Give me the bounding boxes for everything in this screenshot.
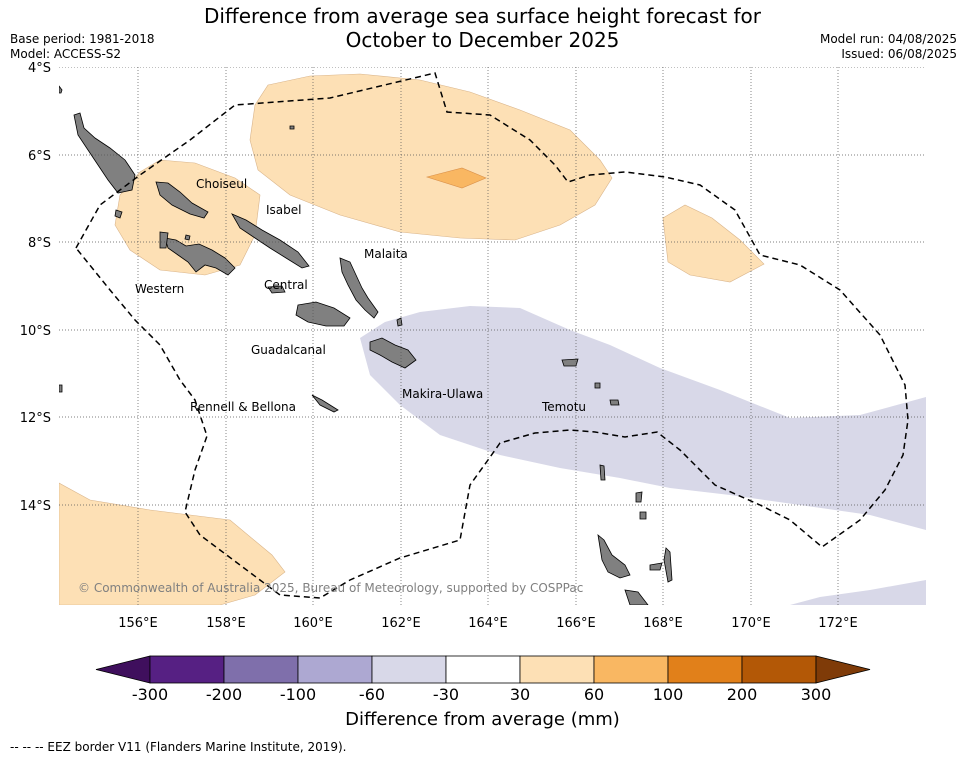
- base-period: Base period: 1981-2018: [10, 32, 155, 46]
- island-vanikoro: [609, 399, 620, 406]
- island-banks: [635, 491, 643, 503]
- lat-tick: 4°S: [28, 61, 51, 76]
- meta-right: Model run: 04/08/2025 Issued: 06/08/2025: [820, 32, 957, 62]
- colorbar-tick-label: -200: [206, 685, 242, 704]
- anomaly-region-strong: [425, 167, 487, 189]
- island-florida: [267, 285, 286, 294]
- island-santa-cruz: [561, 358, 579, 367]
- label-makira-ulawa: Makira-Ulawa: [402, 387, 483, 401]
- island-pentecost: [649, 562, 663, 571]
- island-vella-lavella: [159, 231, 169, 249]
- colorbar-tick-label: -60: [359, 685, 385, 704]
- colorbar-swatch: [223, 655, 299, 684]
- lon-tick: 156°E: [118, 616, 158, 631]
- eez-legend-note: -- -- -- EEZ border V11 (Flanders Marine…: [10, 740, 347, 754]
- label-western: Western: [135, 282, 184, 296]
- island-banks-2: [639, 511, 647, 520]
- colorbar-swatch: [371, 655, 447, 684]
- island-isabel: [231, 213, 310, 269]
- lon-tick-labels: 156°E 158°E 160°E 162°E 164°E 166°E 168°…: [118, 616, 858, 631]
- anomaly-region-north: [249, 73, 613, 241]
- colorbar-swatch: [593, 655, 669, 684]
- colorbar-swatch: [519, 655, 595, 684]
- map-title-line1: Difference from average sea surface heig…: [203, 4, 762, 28]
- colorbar-swatch: [667, 655, 743, 684]
- lon-tick: 166°E: [556, 616, 596, 631]
- lat-tick: 8°S: [28, 236, 51, 251]
- lat-tick: 12°S: [20, 411, 51, 426]
- issued-date: Issued: 06/08/2025: [841, 47, 957, 61]
- lon-tick: 158°E: [206, 616, 246, 631]
- colorbar-title: Difference from average (mm): [345, 709, 620, 730]
- lon-tick: 162°E: [381, 616, 421, 631]
- lon-tick: 168°E: [643, 616, 683, 631]
- colorbar-tick-label: 30: [510, 685, 530, 704]
- colorbar-extend-high: [815, 655, 871, 684]
- lat-tick: 6°S: [28, 149, 51, 164]
- island-choiseul: [155, 181, 209, 219]
- map-title-line2: October to December 2025: [345, 28, 620, 52]
- lat-tick: 14°S: [20, 499, 51, 514]
- graticule: [59, 67, 926, 605]
- colorbar-tick-label: 300: [801, 685, 832, 704]
- colorbar-tick-label: -100: [280, 685, 316, 704]
- island-shortland: [114, 209, 123, 219]
- label-choiseul: Choiseul: [196, 177, 247, 191]
- colorbar-tick-label: 100: [653, 685, 684, 704]
- island-ontong-java: [289, 125, 295, 130]
- anomaly-region-negative-south: [790, 580, 926, 605]
- lon-tick: 164°E: [468, 616, 508, 631]
- island-new-georgia: [164, 237, 236, 276]
- colorbar: -300 -200 -100 -60 -30 30 60 100 200 300: [95, 655, 871, 704]
- island-vanuatu-north: [597, 534, 631, 579]
- lon-tick: 170°E: [731, 616, 771, 631]
- anomaly-region-negative: [360, 306, 926, 530]
- label-temotu: Temotu: [541, 400, 586, 414]
- island-guadalcanal: [295, 301, 351, 327]
- colorbar-swatch: [741, 655, 817, 684]
- model-run: Model run: 04/08/2025: [819, 32, 957, 46]
- island-maewo: [663, 547, 673, 583]
- model-name: Model: ACCESS-S2: [10, 47, 122, 61]
- island-makira: [369, 337, 417, 369]
- island-small-4: [59, 85, 63, 94]
- anomaly-region-east: [662, 204, 765, 283]
- island-torres: [599, 464, 606, 481]
- colorbar-tick-label: -30: [433, 685, 459, 704]
- meta-left: Base period: 1981-2018 Model: ACCESS-S2: [10, 32, 155, 62]
- island-bougainville: [73, 112, 136, 194]
- label-rennell-bellona: Rennell & Bellona: [190, 400, 296, 414]
- island-rennell: [311, 394, 339, 413]
- colorbar-swatch: [445, 655, 521, 684]
- label-central: Central: [264, 278, 308, 292]
- island-malaita: [339, 257, 379, 319]
- province-labels: Choiseul Isabel Malaita Western Central …: [135, 177, 586, 414]
- lat-tick: 10°S: [20, 324, 51, 339]
- island-small-3: [59, 384, 63, 393]
- colorbar-tick-label: 200: [727, 685, 758, 704]
- label-guadalcanal: Guadalcanal: [251, 343, 326, 357]
- map-area: [59, 67, 926, 605]
- copyright-notice: © Commonwealth of Australia 2025, Bureau…: [78, 581, 583, 595]
- colorbar-tick-label: 60: [584, 685, 604, 704]
- colorbar-swatch: [297, 655, 373, 684]
- colorbar-swatch: [149, 655, 225, 684]
- label-isabel: Isabel: [266, 203, 301, 217]
- label-malaita: Malaita: [364, 247, 408, 261]
- island-utupua: [594, 382, 601, 389]
- lon-tick: 172°E: [818, 616, 858, 631]
- eez-border: [75, 72, 909, 599]
- colorbar-tick-label: -300: [132, 685, 168, 704]
- island-small-1: [184, 234, 191, 241]
- land: [59, 85, 673, 605]
- island-vanuatu-mid: [624, 589, 649, 605]
- lat-tick-labels: 4°S 6°S 8°S 10°S 12°S 14°S: [20, 61, 51, 514]
- lon-tick: 160°E: [293, 616, 333, 631]
- anomaly-region-northwest: [114, 159, 261, 276]
- colorbar-extend-low: [95, 655, 151, 684]
